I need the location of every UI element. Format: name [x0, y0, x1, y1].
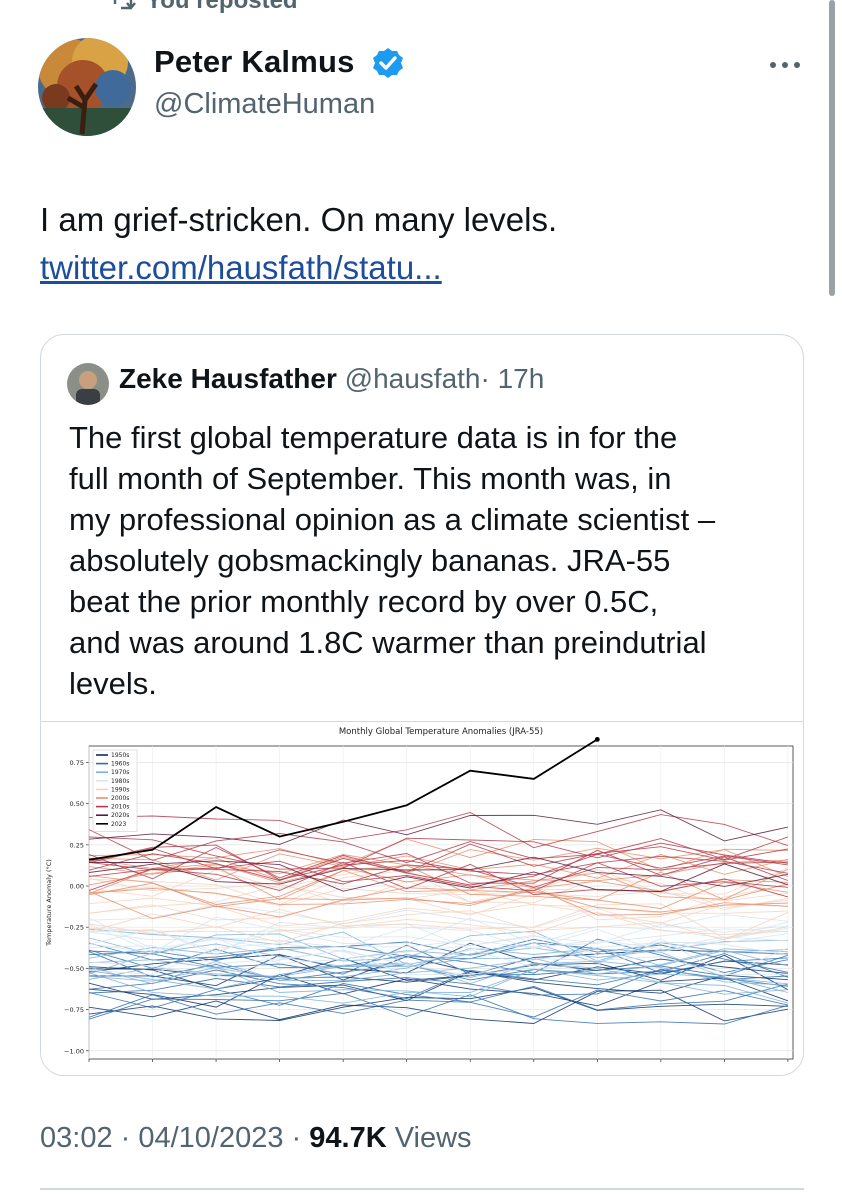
chart-image[interactable]: Monthly Global Temperature Anomalies (JR… — [41, 721, 803, 1075]
y-tick-label: 0.50 — [70, 800, 84, 808]
legend-label: 1980s — [111, 778, 129, 785]
legend-label: 2020s — [111, 812, 129, 819]
quoted-text-line: The first global temperature data is in … — [69, 420, 678, 455]
series-line-1990s — [88, 877, 788, 909]
scrollbar[interactable] — [829, 0, 835, 296]
series-line-2020s — [89, 856, 788, 887]
series-line-1960s — [88, 989, 789, 1018]
series-line-1990s — [88, 911, 788, 935]
series-line-1970s — [88, 969, 789, 1004]
quoted-author-handle[interactable]: @hausfath — [344, 363, 481, 394]
series-line-1960s — [88, 992, 789, 1025]
series-line-2010s — [88, 861, 788, 891]
legend-label: 1970s — [111, 769, 129, 776]
series-line-2000s — [88, 887, 788, 913]
author-name[interactable]: Peter Kalmus — [154, 44, 355, 79]
series-line-1990s — [88, 910, 789, 943]
y-tick-label: −1.00 — [64, 1047, 84, 1055]
view-count: 94.7K — [309, 1122, 387, 1154]
series-line-2010s — [88, 812, 789, 849]
y-tick-label: −0.75 — [64, 1006, 84, 1014]
series-line-1970s — [88, 967, 789, 998]
series-line-2010s — [88, 853, 788, 886]
quoted-text-line: absolutely gobsmackingly bananas. JRA-55 — [69, 543, 671, 578]
repost-icon — [113, 0, 136, 10]
legend-label: 1950s — [111, 752, 129, 759]
y-tick-label: 0.75 — [70, 759, 84, 767]
series-line-2010s — [88, 836, 788, 870]
views-label: Views — [394, 1122, 472, 1154]
legend-label: 2010s — [111, 804, 129, 811]
legend-label: 1960s — [111, 761, 129, 768]
series-line-1990s — [88, 903, 788, 939]
tweet-meta: 03:02 · 04/10/2023 · 94.7K Views — [40, 1122, 472, 1155]
series-line-2010s — [88, 844, 788, 881]
series-line-2020s — [88, 809, 788, 845]
series-line-2000s — [88, 838, 788, 872]
y-tick-label: −0.50 — [64, 965, 84, 973]
series-line-2010s — [88, 860, 788, 892]
series-line-1960s — [88, 968, 788, 996]
chart-title: Monthly Global Temperature Anomalies (JR… — [339, 727, 543, 737]
y-tick-label: −0.25 — [64, 924, 84, 932]
series-line-1970s — [88, 933, 788, 960]
series-line-1950s — [89, 954, 788, 987]
series-line-1990s — [88, 897, 788, 927]
series-line-2000s — [88, 868, 789, 905]
author-avatar[interactable] — [38, 38, 136, 136]
series-line-2000s — [88, 875, 788, 909]
quoted-text-line: and was around 1.8C warmer than preindut… — [69, 625, 707, 660]
series-line-1980s — [88, 947, 789, 977]
y-tick-label: 0.00 — [70, 883, 84, 891]
quoted-tweet-header: Zeke Hausfather @hausfath· 17h — [119, 363, 544, 395]
series-line-1970s — [88, 962, 788, 995]
repost-label: You reposted — [146, 0, 298, 14]
series-line-1980s — [88, 923, 788, 953]
quoted-text-line: my professional opinion as a climate sci… — [69, 502, 716, 537]
legend-label: 2023 — [111, 821, 126, 828]
series-line-1980s — [88, 917, 788, 950]
repost-indicator: You reposted — [110, 0, 298, 14]
series-line-1950s — [88, 989, 788, 1024]
quoted-author-name[interactable]: Zeke Hausfather — [119, 363, 337, 394]
quoted-text-line: full month of September. This month was,… — [69, 461, 672, 496]
more-options-icon[interactable] — [765, 50, 805, 80]
y-tick-label: 0.25 — [70, 841, 84, 849]
series-line-1980s — [88, 933, 788, 968]
series-line-2010s — [88, 861, 789, 898]
divider — [40, 1188, 804, 1190]
series-line-2010s — [88, 847, 789, 884]
legend-label: 1990s — [111, 786, 129, 793]
series-line-1960s — [88, 983, 789, 1011]
quoted-tweet-card[interactable]: Zeke Hausfather @hausfath· 17h The first… — [40, 334, 804, 1076]
series-line-2010s — [88, 843, 788, 880]
tweet-timestamp[interactable]: 03:02 · 04/10/2023 · — [40, 1122, 302, 1154]
series-line-1970s — [88, 928, 788, 965]
series-line-1950s — [88, 954, 789, 991]
series-line-2010s — [88, 829, 789, 864]
tweet-body: I am grief-stricken. On many levels. — [40, 201, 558, 238]
series-line-1980s — [88, 938, 788, 976]
tweet-text: I am grief-stricken. On many levels. twi… — [40, 196, 557, 292]
temperature-anomaly-chart: Monthly Global Temperature Anomalies (JR… — [45, 727, 794, 1062]
tweet-link[interactable]: twitter.com/hausfath/statu... — [40, 249, 442, 286]
legend-label: 2000s — [111, 795, 129, 802]
verified-badge-icon — [373, 48, 403, 78]
quoted-text-line: beat the prior monthly record by over 0.… — [69, 584, 659, 619]
author-handle[interactable]: @ClimateHuman — [154, 88, 376, 120]
quoted-text-line: levels. — [69, 666, 157, 701]
series-line-1970s — [88, 943, 788, 975]
series-line-2000s — [88, 853, 789, 881]
series-line-2020s — [88, 860, 789, 892]
quoted-tweet-time[interactable]: · 17h — [480, 363, 545, 394]
series-line-2023 — [88, 738, 598, 861]
y-axis-label: Temperature Anomaly (°C) — [45, 859, 53, 947]
series-line-1980s — [88, 928, 788, 964]
quoted-author-avatar[interactable] — [67, 363, 109, 405]
series-point-2023-last — [594, 737, 600, 742]
series-line-1970s — [88, 947, 789, 980]
quoted-tweet-text: The first global temperature data is in … — [69, 417, 789, 704]
